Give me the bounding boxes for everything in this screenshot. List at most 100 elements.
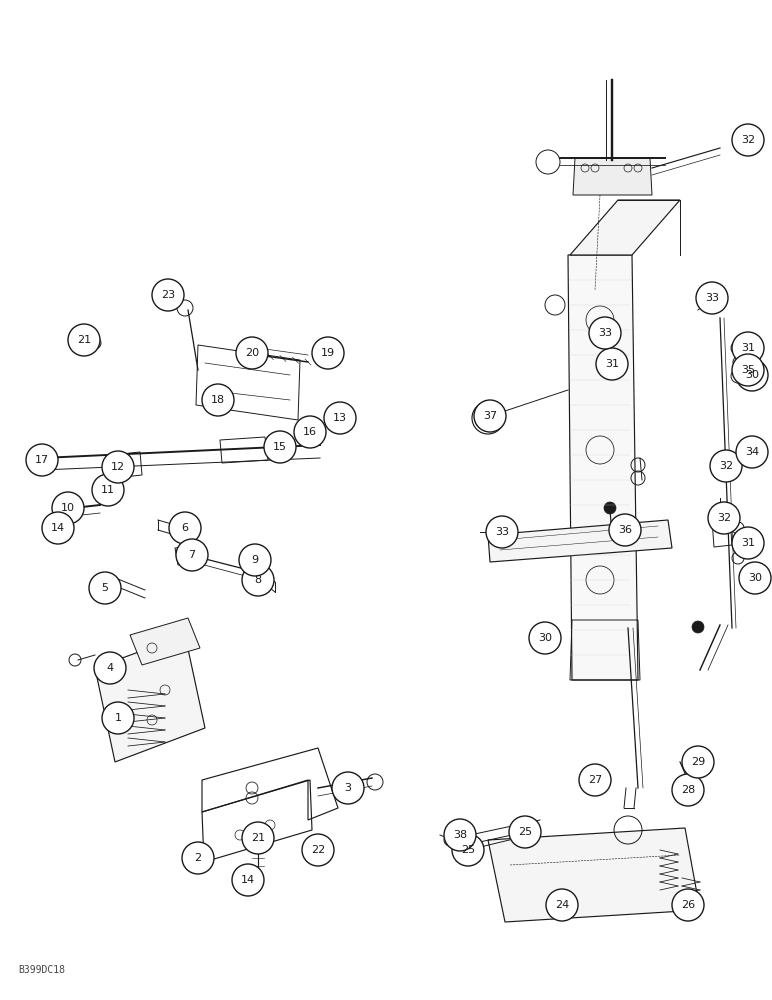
Circle shape — [52, 492, 84, 524]
Text: 1: 1 — [114, 713, 121, 723]
Circle shape — [302, 834, 334, 866]
Text: 25: 25 — [518, 827, 532, 837]
Text: 10: 10 — [61, 503, 75, 513]
Circle shape — [739, 562, 771, 594]
Circle shape — [232, 864, 264, 896]
Circle shape — [604, 502, 616, 514]
Text: 38: 38 — [453, 830, 467, 840]
Circle shape — [732, 124, 764, 156]
Text: 32: 32 — [719, 461, 733, 471]
Circle shape — [332, 772, 364, 804]
Circle shape — [68, 324, 100, 356]
Circle shape — [732, 354, 764, 386]
Circle shape — [294, 416, 326, 448]
Polygon shape — [488, 828, 700, 922]
Circle shape — [509, 816, 541, 848]
Circle shape — [609, 514, 641, 546]
Circle shape — [236, 337, 268, 369]
Text: 3: 3 — [344, 783, 351, 793]
Circle shape — [529, 622, 561, 654]
Text: 31: 31 — [741, 538, 755, 548]
Polygon shape — [95, 635, 205, 762]
Circle shape — [89, 572, 121, 604]
Text: 12: 12 — [111, 462, 125, 472]
Circle shape — [452, 834, 484, 866]
Text: 33: 33 — [495, 527, 509, 537]
Circle shape — [596, 348, 628, 380]
Text: 23: 23 — [161, 290, 175, 300]
Text: 21: 21 — [251, 833, 265, 843]
Circle shape — [42, 512, 74, 544]
Circle shape — [94, 652, 126, 684]
Circle shape — [239, 544, 271, 576]
Circle shape — [26, 444, 58, 476]
Text: 32: 32 — [717, 513, 731, 523]
Text: 8: 8 — [255, 575, 262, 585]
Polygon shape — [573, 158, 652, 195]
Circle shape — [682, 746, 714, 778]
Circle shape — [696, 282, 728, 314]
Text: 22: 22 — [311, 845, 325, 855]
Circle shape — [708, 502, 740, 534]
Circle shape — [732, 527, 764, 559]
Circle shape — [176, 539, 208, 571]
Text: 17: 17 — [35, 455, 49, 465]
Circle shape — [152, 279, 184, 311]
Circle shape — [312, 337, 344, 369]
Circle shape — [92, 474, 124, 506]
Text: 16: 16 — [303, 427, 317, 437]
Circle shape — [474, 400, 506, 432]
Text: 2: 2 — [195, 853, 201, 863]
Text: 35: 35 — [741, 365, 755, 375]
Polygon shape — [568, 255, 638, 680]
Text: 30: 30 — [538, 633, 552, 643]
Text: 15: 15 — [273, 442, 287, 452]
Text: B399DC18: B399DC18 — [18, 965, 65, 975]
Circle shape — [182, 842, 214, 874]
Circle shape — [169, 512, 201, 544]
Circle shape — [672, 889, 704, 921]
Circle shape — [495, 525, 509, 539]
Text: 5: 5 — [101, 583, 109, 593]
Text: 14: 14 — [51, 523, 65, 533]
Text: 20: 20 — [245, 348, 259, 358]
Circle shape — [589, 317, 621, 349]
Text: 30: 30 — [745, 370, 759, 380]
Text: 33: 33 — [705, 293, 719, 303]
Text: 11: 11 — [101, 485, 115, 495]
Circle shape — [546, 889, 578, 921]
Polygon shape — [130, 618, 200, 665]
Circle shape — [692, 621, 704, 633]
Text: 6: 6 — [181, 523, 188, 533]
Text: 4: 4 — [107, 663, 113, 673]
Circle shape — [102, 451, 134, 483]
Text: 9: 9 — [252, 555, 259, 565]
Text: 14: 14 — [241, 875, 255, 885]
Text: 19: 19 — [321, 348, 335, 358]
Circle shape — [102, 702, 134, 734]
Text: 13: 13 — [333, 413, 347, 423]
Circle shape — [710, 450, 742, 482]
Circle shape — [202, 384, 234, 416]
Circle shape — [736, 436, 768, 468]
Text: 24: 24 — [555, 900, 569, 910]
Circle shape — [621, 526, 629, 534]
Circle shape — [104, 575, 112, 583]
Text: 27: 27 — [587, 775, 602, 785]
Text: 31: 31 — [605, 359, 619, 369]
Text: 34: 34 — [745, 447, 759, 457]
Text: 29: 29 — [691, 757, 705, 767]
Circle shape — [672, 774, 704, 806]
Circle shape — [242, 564, 274, 596]
Text: 26: 26 — [681, 900, 695, 910]
Text: 18: 18 — [211, 395, 225, 405]
Polygon shape — [488, 520, 672, 562]
Text: 32: 32 — [741, 135, 755, 145]
Circle shape — [597, 328, 611, 342]
Text: 30: 30 — [748, 573, 762, 583]
Text: 33: 33 — [598, 328, 612, 338]
Polygon shape — [570, 200, 680, 255]
Circle shape — [242, 822, 274, 854]
Text: 28: 28 — [681, 785, 695, 795]
Circle shape — [486, 516, 518, 548]
